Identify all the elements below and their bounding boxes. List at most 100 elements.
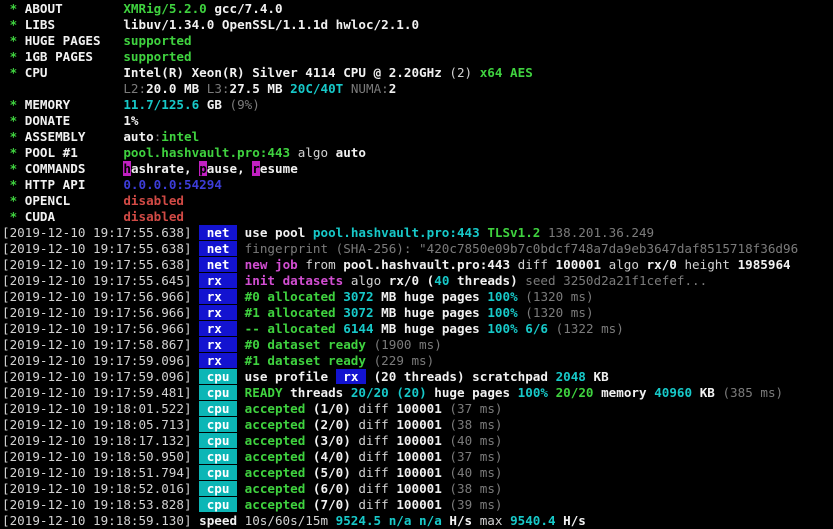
http-api-row: * HTTP API 0.0.0.0:54294 (2, 177, 833, 193)
text-segment: 1GB PAGES (24, 49, 93, 64)
text-segment: ABOUT (24, 1, 63, 16)
cpu-tag: cpu (199, 369, 238, 384)
text-segment: * (2, 17, 25, 32)
text-segment: intel (161, 129, 200, 144)
text-segment (55, 209, 123, 224)
text-segment: COMMANDS (24, 161, 86, 176)
text-segment: MB (373, 289, 397, 304)
text-segment (237, 385, 245, 400)
text-segment: H/s (555, 513, 586, 528)
text-segment: HTTP API (24, 177, 86, 192)
text-segment: #0 dataset ready (244, 337, 366, 352)
text-segment: accepted (244, 449, 306, 464)
text-segment: diff (358, 449, 397, 464)
text-segment: fingerprint (SHA-256): "420c7850e09b7c0b… (244, 241, 799, 256)
text-segment: diff (358, 481, 397, 496)
log-alloc-0: [2019-12-10 19:17:56.966] rx #0 allocate… (2, 289, 833, 305)
text-segment: pool.hashvault.pro:443 (343, 257, 511, 272)
text-segment: (1/0) (305, 401, 359, 416)
rx-tag: rx (199, 289, 238, 304)
text-segment: 100% 6/6 (487, 321, 549, 336)
opencl-row: * OPENCL disabled (2, 193, 833, 209)
text-segment: POOL #1 (24, 145, 78, 160)
text-segment: threads) (449, 273, 518, 288)
text-segment: 100001 (396, 481, 442, 496)
text-segment: diff (358, 497, 397, 512)
cuda-row: * CUDA disabled (2, 209, 833, 225)
text-segment: 100001 (396, 449, 442, 464)
text-segment: [2019-12-10 19:18:05.713] (2, 417, 200, 432)
text-segment: * (2, 209, 25, 224)
text-segment (237, 241, 245, 256)
text-segment: 10s/60s/15m (237, 513, 336, 528)
text-segment (78, 145, 124, 160)
text-segment: 9524.5 n/a n/a (335, 513, 442, 528)
text-segment: diff (510, 257, 556, 272)
text-segment (237, 465, 245, 480)
text-segment: 11.7/125.6 (123, 97, 200, 112)
text-segment: TLSv1.2 (487, 225, 541, 240)
text-segment: [2019-12-10 19:17:58.867] (2, 337, 200, 352)
huge-pages-row: * HUGE PAGES supported (2, 33, 833, 49)
commands-row: * COMMANDS hashrate, pause, resume (2, 161, 833, 177)
text-segment (237, 433, 245, 448)
text-segment: [2019-12-10 19:17:56.966] (2, 289, 200, 304)
text-segment: 100% (487, 289, 518, 304)
text-segment: (2/0) (305, 417, 359, 432)
text-segment: 1% (123, 113, 139, 128)
text-segment: (39 ms) (449, 497, 503, 512)
pool-row: * POOL #1 pool.hashvault.pro:443 algo au… (2, 145, 833, 161)
text-segment (237, 481, 245, 496)
text-segment: accepted (244, 497, 306, 512)
donate-row: * DONATE 1% (2, 113, 833, 129)
text-segment: READY (244, 385, 283, 400)
text-segment: (385 ms) (722, 385, 784, 400)
text-segment: pool.hashvault.pro:443 (123, 145, 291, 160)
text-segment: 100% (517, 385, 548, 400)
text-segment: (37 ms) (449, 449, 503, 464)
text-segment: 2048 (555, 369, 586, 384)
text-segment (55, 17, 123, 32)
text-segment: accepted (244, 401, 306, 416)
text-segment: CPU (24, 65, 48, 80)
text-segment (101, 33, 124, 48)
text-segment (237, 369, 245, 384)
cpu-tag: cpu (199, 417, 238, 432)
rx-tag: rx (199, 305, 238, 320)
text-segment: disabled (123, 209, 185, 224)
text-segment: 100001 (555, 257, 602, 272)
log-alloc-1: [2019-12-10 19:17:56.966] rx #1 allocate… (2, 305, 833, 321)
text-segment: ause, (206, 161, 253, 176)
text-segment: (20 threads) scratchpad (366, 369, 556, 384)
text-segment (237, 257, 245, 272)
log-accepted-1: [2019-12-10 19:18:01.522] cpu accepted (… (2, 401, 833, 417)
log-init-datasets: [2019-12-10 19:17:55.645] rx init datase… (2, 273, 833, 289)
text-segment: gcc/7.4.0 (206, 1, 283, 16)
text-segment: (1320 ms) (525, 305, 594, 320)
text-segment: #1 allocated (244, 305, 336, 320)
memory-row: * MEMORY 11.7/125.6 GB (9%) (2, 97, 833, 113)
hotkey-hashrate: h (123, 161, 131, 176)
text-segment: XMRig/5.2.0 (123, 1, 207, 16)
text-segment (237, 225, 245, 240)
text-segment: MEMORY (24, 97, 71, 112)
text-segment: (37 ms) (449, 401, 503, 416)
text-segment: init datasets (244, 273, 344, 288)
text-segment: OPENCL (24, 193, 71, 208)
text-segment: [2019-12-10 19:18:17.132] (2, 433, 200, 448)
cpu-tag: cpu (199, 385, 238, 400)
text-segment: [2019-12-10 19:17:55.638] (2, 241, 200, 256)
text-segment: 138.201.36.249 (540, 225, 655, 240)
text-segment: 0.0.0.0:54294 (123, 177, 222, 192)
text-segment: (229 ms) (365, 353, 435, 368)
text-segment: * (2, 161, 25, 176)
text-segment: HUGE PAGES (24, 33, 101, 48)
text-segment: supported (123, 49, 192, 64)
text-segment (237, 273, 245, 288)
text-segment (70, 113, 123, 128)
text-segment: * (2, 145, 25, 160)
text-segment: [2019-12-10 19:17:55.638] (2, 257, 200, 272)
text-segment: (38 ms) (449, 417, 503, 432)
cpu-tag: cpu (199, 481, 238, 496)
